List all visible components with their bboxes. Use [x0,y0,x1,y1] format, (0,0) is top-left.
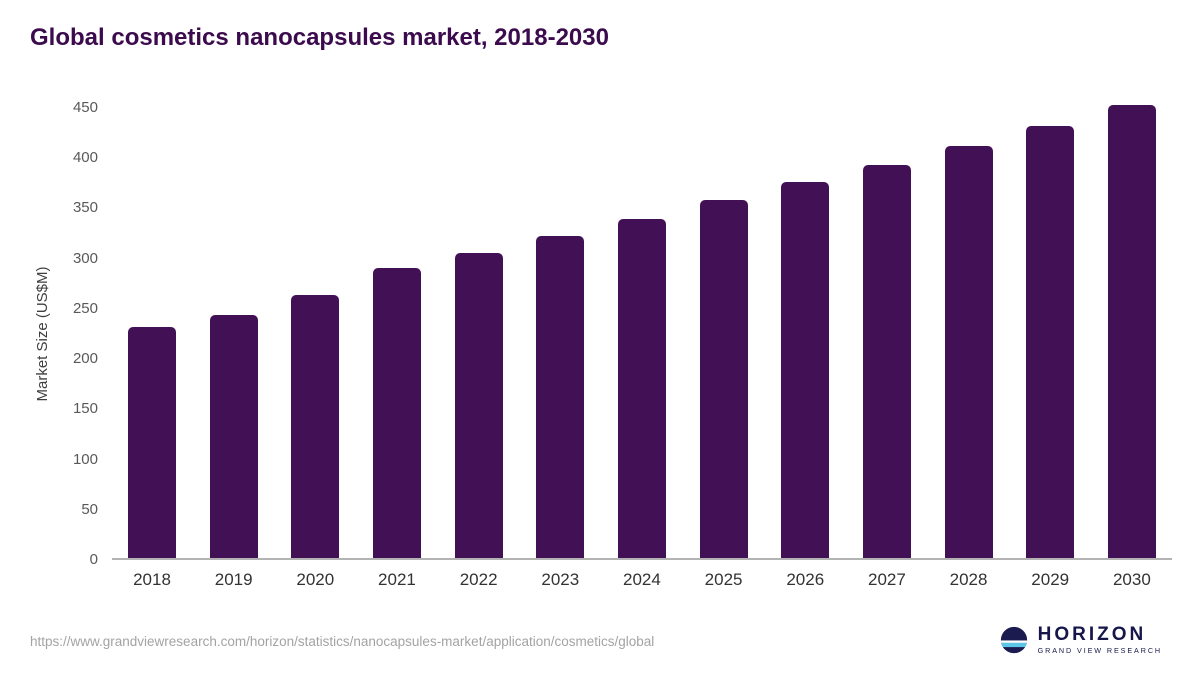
bar-2028 [944,146,993,558]
plot-area: 2018 2019 2020 2021 2022 2023 2024 2025 2026 2027… [112,105,1172,589]
x-tick-label: 2029 [1031,570,1070,589]
bar-group-2029: 2029 [1026,108,1075,589]
x-tick-label: 2019 [214,570,253,589]
x-tick-label: 2026 [786,570,825,589]
bar-2026 [781,182,830,558]
x-tick-label: 2028 [949,570,988,589]
logo-text: HORIZON GRAND VIEW RESEARCH [1037,624,1162,656]
bar-group-2026: 2026 [781,108,830,589]
bar-2020 [291,294,340,558]
x-tick-label: 2024 [623,570,661,589]
source-url: https://www.grandviewresearch.com/horizo… [30,634,655,649]
y-tick-label: 300 [72,249,98,267]
bar-2025 [699,200,748,558]
bar-group-2024: 2024 [617,108,666,589]
horizon-logo: HORIZON GRAND VIEW RESEARCH [999,625,1162,655]
bar-2023 [536,235,585,558]
y-tick-label: 50 [81,500,98,518]
logo-subtitle: GRAND VIEW RESEARCH [1037,646,1162,655]
bar-2019 [209,314,258,558]
y-tick-label: 200 [72,350,98,368]
x-tick-label: 2020 [296,570,335,589]
bar-group-2028: 2028 [944,108,993,589]
bar-group-2019: 2019 [209,108,258,589]
y-tick-label: 450 [72,99,98,116]
x-tick-label: 2018 [133,570,171,589]
bar-chart: Market Size (US$M) 0 50 100 150 200 250 300 350… [34,99,1172,589]
x-tick-label: 2030 [1112,570,1151,589]
bar-2021 [372,267,421,558]
x-tick-label: 2021 [378,570,416,589]
y-tick-label: 0 [89,551,98,568]
y-tick-label: 350 [72,199,98,217]
y-tick-label: 400 [72,149,98,167]
bar-group-2027: 2027 [862,108,911,589]
chart-title: Global cosmetics nanocapsules market, 20… [30,24,609,51]
bar-2018 [128,326,176,558]
x-tick-label: 2027 [867,570,906,589]
bar-2029 [1026,126,1075,558]
y-tick-label: 100 [72,450,98,468]
bar-group-2023: 2023 [536,108,585,589]
bar-group-2030: 2030 [1107,105,1156,589]
bar-2024 [617,218,666,558]
x-tick-label: 2025 [704,570,743,589]
y-tick-label: 250 [72,299,98,317]
x-tick-label: 2022 [459,570,498,589]
bar-group-2025: 2025 [699,108,748,589]
bar-group-2020: 2020 [291,108,340,589]
horizon-logo-icon [1000,626,1027,654]
bar-2022 [454,252,503,558]
bar-group-2021: 2021 [372,108,421,589]
y-tick-label: 150 [72,400,98,418]
y-axis-title: Market Size (US$M) [34,266,51,402]
bar-2030 [1107,105,1156,558]
bar-2027 [862,165,911,558]
x-tick-label: 2023 [541,570,580,589]
bar-group-2018: 2018 [128,108,176,589]
bar-group-2022: 2022 [454,108,503,589]
logo-title: HORIZON [1037,624,1147,645]
